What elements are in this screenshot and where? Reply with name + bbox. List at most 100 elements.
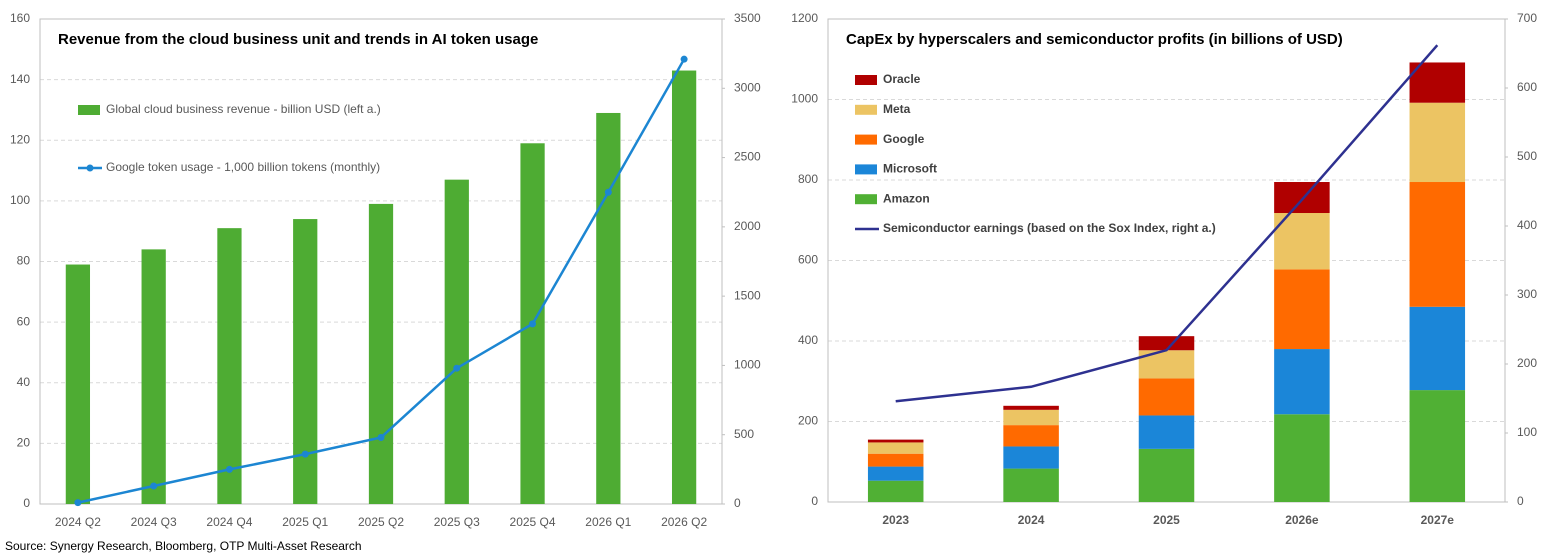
y-tick-label: 40 [17, 375, 31, 389]
source-note: Source: Synergy Research, Bloomberg, OTP… [5, 539, 362, 553]
y2-tick-label: 2500 [734, 150, 761, 164]
bar [1138, 336, 1195, 351]
y2-tick-label: 0 [1517, 494, 1524, 508]
bar [1138, 448, 1195, 502]
legend-swatch [855, 75, 877, 85]
y2-tick-label: 200 [1517, 356, 1537, 370]
x-tick-label: 2025 Q4 [510, 515, 556, 529]
bar [1409, 62, 1466, 103]
legend-swatch [78, 105, 100, 115]
x-tick-label: 2027e [1421, 513, 1455, 527]
y-tick-label: 1200 [791, 11, 818, 25]
legend-swatch [855, 194, 877, 205]
bar [1274, 414, 1330, 502]
y2-tick-label: 500 [1517, 149, 1537, 163]
bar [1003, 409, 1059, 426]
bar [1274, 213, 1330, 270]
legend-label: Google [883, 132, 925, 146]
bar [671, 70, 697, 504]
legend-label: Meta [883, 102, 911, 116]
bar [65, 264, 91, 504]
bar [1409, 182, 1466, 307]
y2-tick-label: 700 [1517, 11, 1537, 25]
y-tick-label: 120 [10, 132, 30, 146]
y-tick-label: 0 [23, 496, 30, 510]
legend-label: Google token usage - 1,000 billion token… [106, 160, 380, 174]
bar [444, 179, 469, 504]
x-tick-label: 2026e [1285, 513, 1319, 527]
y2-tick-label: 1500 [734, 288, 761, 302]
legend-swatch [855, 134, 877, 145]
x-tick-label: 2025 Q3 [434, 515, 480, 529]
bar [1003, 425, 1059, 447]
bar [867, 453, 924, 467]
line-marker [529, 320, 537, 328]
bar [141, 249, 166, 504]
legend-swatch [855, 104, 877, 115]
y2-tick-label: 500 [734, 427, 754, 441]
bar [368, 203, 394, 504]
y2-tick-label: 100 [1517, 425, 1537, 439]
bar [1409, 306, 1466, 391]
x-tick-label: 2023 [882, 513, 909, 527]
y-tick-label: 200 [798, 414, 818, 428]
bar [1274, 269, 1330, 350]
bar [867, 466, 924, 481]
line-marker [225, 465, 233, 473]
bar [867, 439, 924, 443]
y2-tick-label: 300 [1517, 287, 1537, 301]
bar [1274, 182, 1330, 214]
y2-tick-label: 3000 [734, 80, 761, 94]
line-marker [604, 188, 612, 196]
y-tick-label: 100 [10, 193, 30, 207]
bar [1003, 405, 1059, 410]
chart-title: CapEx by hyperscalers and semiconductor … [846, 31, 1343, 48]
line-marker [680, 55, 688, 63]
y-tick-label: 140 [10, 72, 30, 86]
y-tick-label: 600 [798, 253, 818, 267]
bar [1409, 390, 1466, 502]
line [895, 44, 1439, 403]
legend-swatch [855, 164, 877, 175]
bar [1274, 349, 1330, 415]
bar [1138, 378, 1195, 416]
x-tick-label: 2025 [1153, 513, 1180, 527]
y2-tick-label: 400 [1517, 218, 1537, 232]
x-tick-label: 2025 Q1 [282, 515, 328, 529]
y2-tick-label: 0 [734, 496, 741, 510]
x-tick-label: 2026 Q2 [661, 515, 707, 529]
line-marker [377, 433, 385, 441]
x-tick-label: 2025 Q2 [358, 515, 404, 529]
y-tick-label: 400 [798, 333, 818, 347]
x-tick-label: 2024 Q4 [206, 515, 252, 529]
y-tick-label: 800 [798, 172, 818, 186]
x-tick-label: 2024 [1018, 513, 1045, 527]
legend-label: Amazon [883, 191, 930, 205]
bar [1138, 415, 1195, 449]
y-tick-label: 160 [10, 11, 30, 25]
bar [867, 480, 924, 502]
bar [1003, 446, 1059, 469]
y-tick-label: 0 [811, 494, 818, 508]
chart-title: Revenue from the cloud business unit and… [58, 31, 538, 48]
y-tick-label: 20 [17, 436, 31, 450]
line-marker [150, 482, 158, 490]
bar [1003, 468, 1059, 502]
line-marker [74, 499, 82, 507]
x-tick-label: 2024 Q2 [55, 515, 101, 529]
y-tick-label: 80 [17, 254, 31, 268]
line-marker [301, 450, 309, 458]
x-tick-label: 2024 Q3 [131, 515, 177, 529]
legend-label: Oracle [883, 72, 921, 86]
legend-label: Semiconductor earnings (based on the Sox… [883, 221, 1216, 235]
line-marker [453, 364, 461, 372]
bar [217, 228, 242, 504]
bar [596, 112, 621, 504]
y2-tick-label: 2000 [734, 219, 761, 233]
legend-marker [86, 164, 94, 172]
y2-tick-label: 1000 [734, 358, 761, 372]
legend-label: Global cloud business revenue - billion … [106, 102, 381, 116]
bar [867, 442, 924, 454]
legend-label: Microsoft [883, 162, 937, 176]
